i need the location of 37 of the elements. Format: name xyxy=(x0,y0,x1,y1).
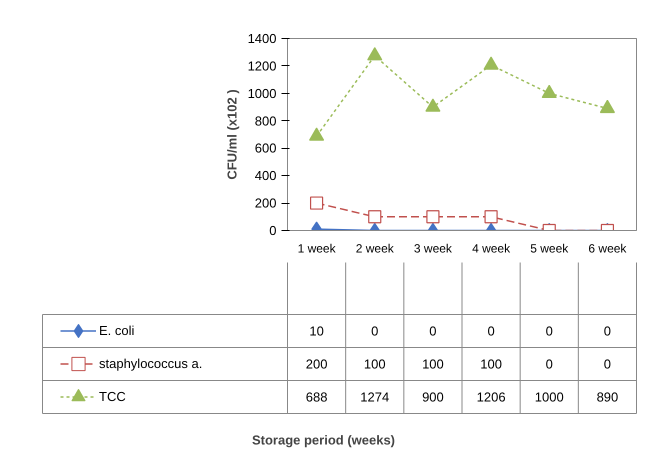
data-label: 1274 xyxy=(360,390,390,404)
data-label: 0 xyxy=(604,356,612,372)
legend-label: staphylococcus a. xyxy=(99,355,202,373)
data-label: 0 xyxy=(604,324,612,338)
data-label: 100 xyxy=(422,356,444,372)
data-label: 0 xyxy=(546,356,553,372)
data-label: 200 xyxy=(306,356,328,372)
x-tick-label: 3 week xyxy=(414,242,453,256)
data-label: 0 xyxy=(429,324,437,338)
y-tick-label: 200 xyxy=(254,196,277,211)
data-label: 100 xyxy=(364,356,386,372)
data-label: 0 xyxy=(546,324,553,338)
y-tick-label: 400 xyxy=(254,168,277,184)
y-tick-label: 800 xyxy=(254,113,277,128)
x-tick-label: 6 week xyxy=(588,242,628,256)
y-tick-label: 1200 xyxy=(248,58,276,74)
y-tick-label: 1400 xyxy=(248,31,276,46)
x-tick-label: 2 week xyxy=(356,242,395,256)
y-tick-label: 0 xyxy=(269,223,277,238)
data-label: 100 xyxy=(480,356,502,372)
y-tick-label: 600 xyxy=(254,140,277,156)
data-label: 0 xyxy=(371,324,378,338)
x-tick-label: 4 week xyxy=(472,242,512,256)
legend-label: TCC xyxy=(99,388,126,406)
data-label: 1000 xyxy=(534,390,564,404)
x-tick-label: 1 week xyxy=(298,242,337,256)
y-tick-label: 1000 xyxy=(248,86,276,101)
text: Storage period (weeks) xyxy=(252,432,396,448)
y-axis-title: CFU/ml (x102 ) xyxy=(224,89,240,180)
data-label: 688 xyxy=(306,390,328,404)
x-tick-label: 5 week xyxy=(530,242,570,256)
data-label: 10 xyxy=(309,324,324,338)
data-label: 900 xyxy=(422,390,444,404)
legend-label: E. coli xyxy=(99,322,134,340)
data-label: 1206 xyxy=(476,390,506,404)
data-label: 890 xyxy=(596,390,618,404)
data-label: 0 xyxy=(487,324,495,338)
